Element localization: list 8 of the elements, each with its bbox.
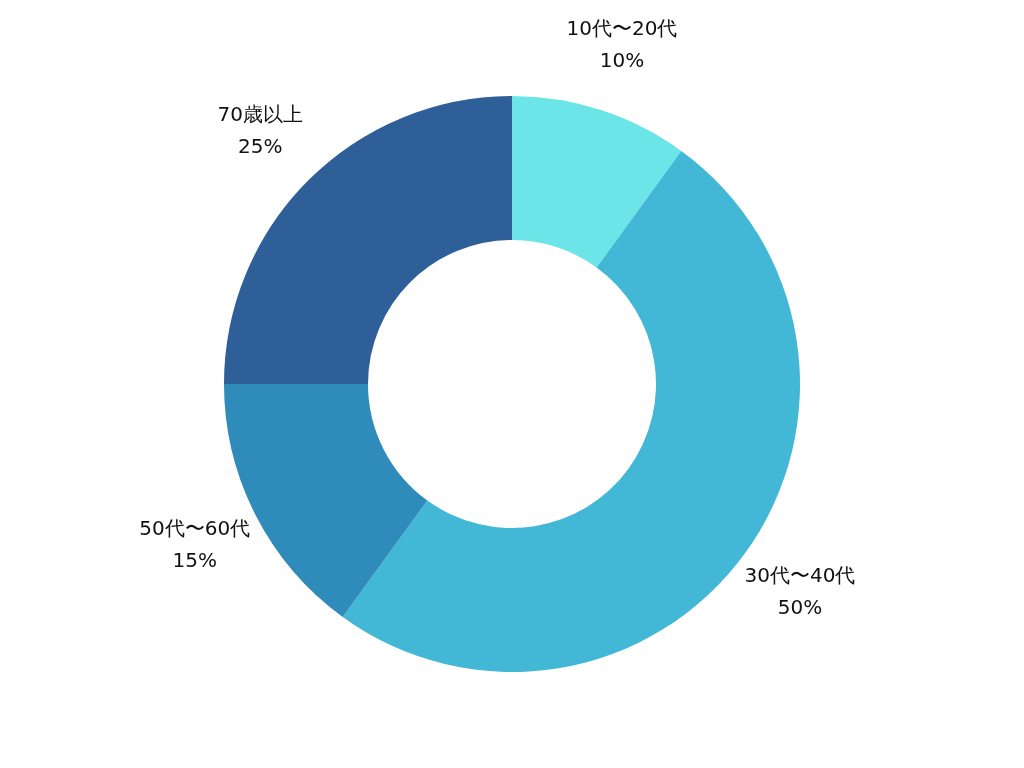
data-label: 10% (599, 47, 645, 72)
data-label: 50% (777, 595, 823, 620)
slice-label: 70歳以上 (217, 102, 303, 127)
data-label: 15% (172, 547, 218, 572)
slice-label: 10代〜20代 (566, 15, 678, 40)
slice-label: 30代〜40代 (744, 563, 856, 588)
data-label: 25% (238, 134, 283, 159)
slice-label: 50代〜60代 (139, 515, 251, 540)
